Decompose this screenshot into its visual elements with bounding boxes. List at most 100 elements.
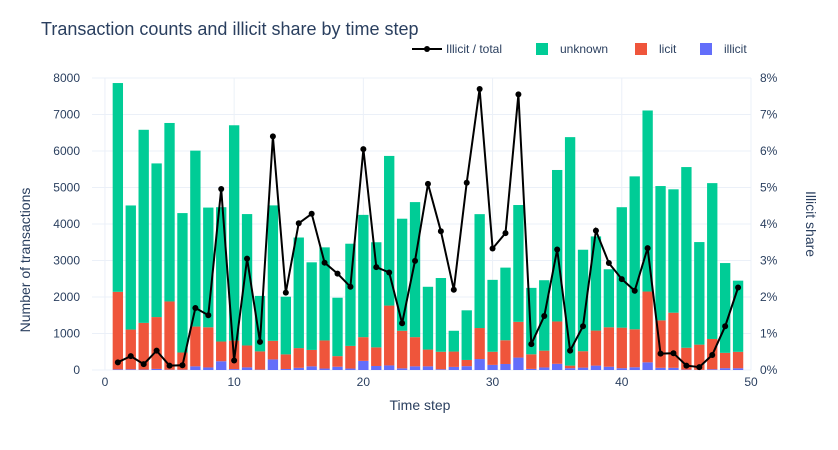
bar-unknown-10 (228, 125, 240, 341)
illicit-share-point-20 (360, 146, 367, 153)
bar-unknown-23 (396, 218, 408, 331)
bar-illicit-22 (384, 365, 395, 370)
y-tick-label: 1000 (53, 327, 80, 341)
legend-item-illicit[interactable]: illicit (700, 42, 747, 56)
x-axis-title: Time step (390, 397, 451, 413)
y2-tick-label: 2% (760, 290, 778, 304)
legend-item-licit[interactable]: licit (635, 42, 677, 56)
illicit-share-point-40 (618, 276, 625, 283)
x-tick-label: 40 (615, 375, 629, 389)
legend-swatch (700, 43, 712, 55)
bar-illicit-15 (293, 367, 304, 370)
illicit-share-point-44 (670, 350, 677, 357)
bar-illicit-27 (448, 366, 459, 370)
bar-licit-38 (590, 330, 602, 366)
illicit-share-point-42 (644, 245, 651, 252)
illicit-share-point-28 (463, 179, 470, 186)
bar-licit-46 (694, 344, 705, 370)
bar-illicit-37 (577, 367, 589, 370)
bar-unknown-22 (384, 155, 395, 306)
legend-item-illicit-total[interactable]: Illicit / total (412, 42, 502, 56)
bar-licit-12 (254, 351, 266, 370)
bar-illicit-38 (590, 365, 602, 370)
bar-illicit-48 (719, 368, 731, 370)
illicit-share-point-45 (683, 362, 690, 369)
illicit-share-point-12 (256, 338, 263, 345)
illicit-share-point-47 (709, 352, 716, 359)
legend-label: Illicit / total (446, 42, 502, 56)
bar-licit-27 (448, 351, 459, 367)
y2-tick-label: 5% (760, 181, 778, 195)
bar-illicit-9 (216, 361, 227, 370)
illicit-share-point-11 (244, 255, 251, 262)
illicit-share-point-49 (735, 284, 742, 291)
bar-illicit-4 (151, 368, 162, 370)
illicit-share-point-22 (386, 269, 393, 276)
bar-illicit-35 (552, 363, 563, 370)
bar-licit-19 (345, 345, 356, 369)
bar-licit-16 (306, 349, 317, 367)
x-tick-label: 30 (486, 375, 500, 389)
bar-unknown-33 (526, 287, 537, 355)
y2-tick-label: 8% (760, 71, 778, 85)
bar-licit-33 (526, 354, 537, 369)
bar-licit-18 (332, 356, 343, 367)
bar-illicit-17 (319, 368, 330, 370)
bar-illicit-28 (461, 366, 472, 370)
bar-unknown-43 (655, 186, 666, 321)
illicit-share-point-29 (476, 85, 483, 92)
bar-illicit-1 (112, 369, 124, 370)
y2-tick-label: 4% (760, 217, 778, 231)
bar-unknown-38 (590, 236, 602, 331)
illicit-share-point-25 (424, 180, 431, 187)
bar-licit-25 (422, 349, 434, 367)
bar-unknown-2 (125, 205, 136, 330)
bar-unknown-14 (280, 296, 291, 355)
legend-label: unknown (560, 42, 608, 56)
illicit-share-point-37 (580, 323, 587, 330)
bar-illicit-26 (435, 369, 447, 370)
y-tick-label: 0 (73, 363, 80, 377)
bar-unknown-28 (461, 310, 472, 360)
bar-licit-41 (629, 329, 640, 368)
illicit-share-point-43 (657, 350, 664, 357)
bar-unknown-4 (151, 163, 162, 318)
legend-item-unknown[interactable]: unknown (536, 42, 608, 56)
bar-illicit-18 (332, 366, 343, 370)
illicit-share-point-32 (515, 91, 522, 98)
illicit-share-point-7 (192, 304, 199, 311)
bar-licit-15 (293, 348, 304, 368)
illicit-share-point-14 (282, 289, 289, 296)
bars (112, 83, 744, 370)
bar-licit-11 (241, 345, 253, 368)
bar-unknown-5 (164, 122, 175, 302)
illicit-share-point-35 (554, 246, 561, 253)
bar-licit-48 (719, 352, 731, 369)
illicit-share-point-30 (489, 245, 496, 252)
bar-unknown-37 (577, 249, 589, 352)
bar-unknown-8 (203, 207, 214, 328)
bar-illicit-30 (487, 364, 498, 370)
bar-illicit-21 (371, 365, 382, 370)
bar-unknown-12 (254, 295, 266, 352)
y-tick-label: 6000 (53, 144, 80, 158)
bar-licit-43 (655, 320, 666, 368)
y2-tick-label: 3% (760, 254, 778, 268)
y-tick-label: 4000 (53, 217, 80, 231)
bar-unknown-13 (267, 205, 279, 341)
bar-unknown-9 (216, 207, 227, 342)
bar-licit-37 (577, 351, 589, 368)
bar-unknown-39 (603, 269, 615, 328)
y-tick-label: 7000 (53, 108, 80, 122)
illicit-share-point-6 (179, 362, 186, 369)
bar-illicit-47 (707, 369, 718, 370)
bar-illicit-33 (526, 368, 537, 370)
bar-unknown-7 (190, 150, 201, 327)
illicit-share-point-33 (528, 341, 535, 348)
bar-illicit-49 (732, 368, 744, 370)
bar-illicit-40 (616, 368, 627, 370)
bar-licit-40 (616, 327, 627, 369)
bar-licit-34 (539, 350, 550, 368)
y2-tick-label: 6% (760, 144, 778, 158)
bar-unknown-44 (668, 189, 679, 313)
